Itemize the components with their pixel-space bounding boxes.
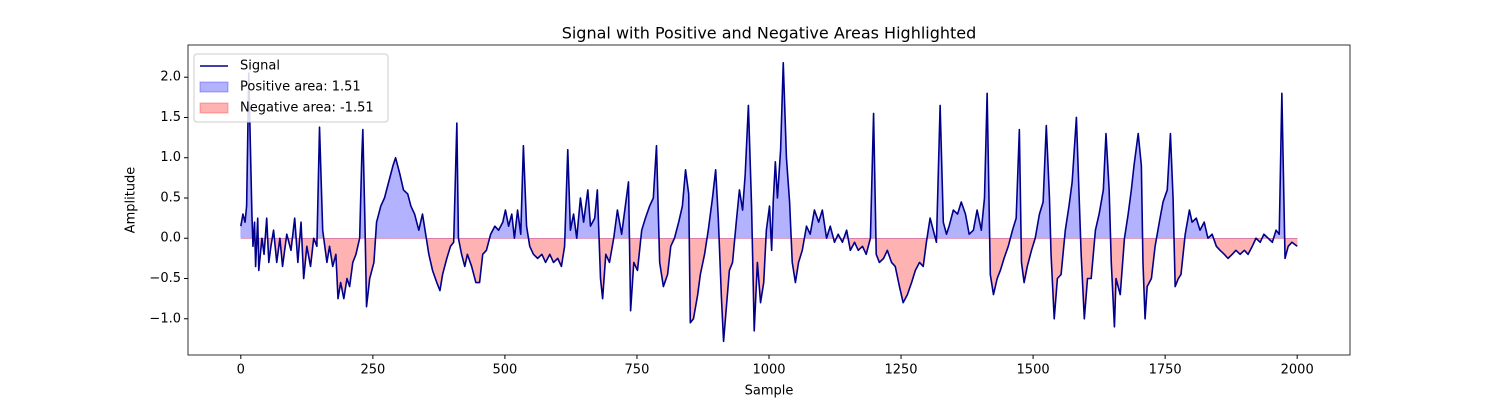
x-tick-label: 750 — [625, 363, 650, 378]
y-tick-label: −1.0 — [149, 311, 181, 326]
signal-line — [240, 61, 1298, 343]
legend-swatch — [199, 81, 229, 93]
x-tick-label: 0 — [237, 363, 245, 378]
x-tick-label: 1750 — [1149, 363, 1182, 378]
x-tick-label: 1250 — [884, 363, 917, 378]
y-tick-label: −0.5 — [149, 271, 181, 286]
x-tick-label: 2000 — [1281, 363, 1314, 378]
legend-label: Positive area: 1.51 — [240, 80, 361, 95]
x-tick-label: 250 — [360, 363, 385, 378]
legend-box — [193, 53, 389, 123]
y-tick-label: 1.5 — [160, 110, 181, 125]
x-tick-label: 1000 — [752, 363, 785, 378]
legend-label: Signal — [240, 59, 280, 74]
chart-title: Signal with Positive and Negative Areas … — [562, 24, 977, 43]
x-tick-label: 500 — [492, 363, 517, 378]
negative-area — [240, 237, 1298, 342]
legend-label: Negative area: -1.51 — [240, 101, 374, 116]
y-tick-label: 1.0 — [160, 150, 181, 165]
y-tick-label: 2.0 — [160, 70, 181, 85]
x-tick-label: 1500 — [1017, 363, 1050, 378]
x-axis-label: Sample — [745, 384, 794, 399]
legend-swatch — [199, 102, 229, 114]
y-axis-label: Amplitude — [124, 167, 139, 234]
y-tick-label: 0.5 — [160, 190, 181, 205]
y-tick-label: 0.0 — [160, 231, 181, 246]
